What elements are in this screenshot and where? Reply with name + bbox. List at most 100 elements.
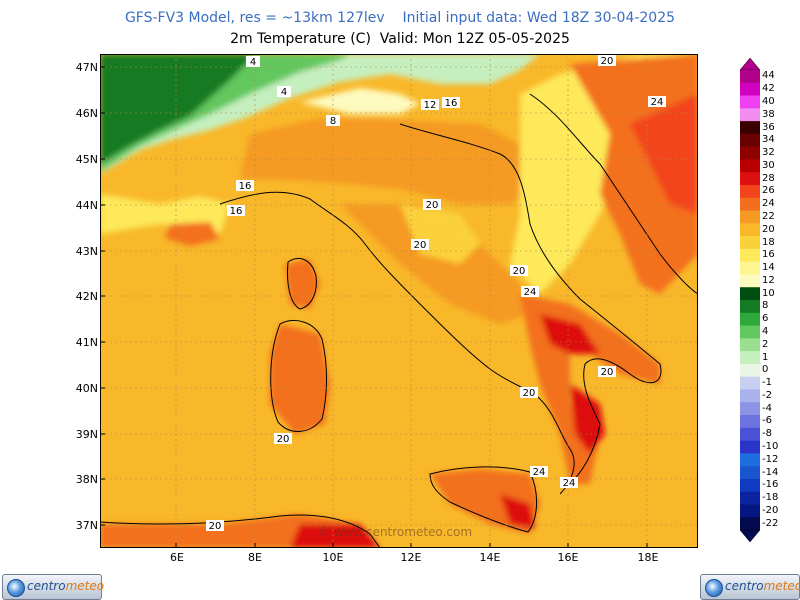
colorbar-top-arrow (740, 58, 760, 71)
colorbar-swatch (740, 351, 760, 365)
contour-label: 24 (521, 286, 539, 298)
colorbar-label: 26 (762, 185, 775, 197)
colorbar-label: -12 (762, 453, 779, 465)
colorbar-bottom-arrow (740, 529, 760, 542)
colorbar-label: 42 (762, 83, 775, 95)
colorbar-swatch (740, 274, 760, 288)
sardinia-zone (270, 324, 330, 434)
italy-west-coast (219, 191, 575, 495)
map-frame (100, 54, 698, 548)
colorbar-label: 0 (762, 364, 769, 376)
contour-label: 20 (510, 265, 528, 277)
lat-label: 43N (75, 245, 98, 258)
lat-label: 45N (75, 153, 98, 166)
lon-label: 12E (400, 551, 422, 564)
colorbar-swatch (740, 504, 760, 518)
colorbar-swatch (740, 185, 760, 199)
centrometeo-logo-right: centrometeo (700, 574, 800, 600)
colorbar-swatch (740, 427, 760, 441)
colorbar-swatch (740, 389, 760, 403)
central-italy-zone (340, 204, 530, 324)
svg-text:4: 4 (281, 87, 287, 98)
colorbar-swatch (740, 440, 760, 454)
colorbar-label: 44 (762, 70, 775, 82)
calabria-hot-zone (570, 384, 605, 454)
svg-text:24: 24 (651, 97, 664, 108)
colorbar-label: 1 (762, 351, 769, 363)
svg-text:4: 4 (250, 57, 256, 68)
lat-label: 44N (75, 199, 98, 212)
contour-label: 8 (326, 115, 340, 127)
puglia-hot-zone (540, 314, 600, 354)
colorbar-swatch (740, 133, 760, 147)
svg-text:20: 20 (209, 521, 222, 532)
svg-text:24: 24 (533, 467, 546, 478)
graticule (100, 54, 698, 548)
colorbar-label: 16 (762, 249, 775, 261)
africa-coast (100, 514, 381, 548)
contour-label: 20 (520, 387, 538, 399)
colorbar-label: 32 (762, 147, 775, 159)
lon-label: 18E (637, 551, 659, 564)
colorbar-label: 6 (762, 313, 769, 325)
po-valley-zone (240, 118, 540, 204)
contour-label: 12 (421, 99, 439, 111)
colorbar-swatch (740, 466, 760, 480)
corsica-coast (287, 258, 317, 310)
colorbar-label: 30 (762, 159, 775, 171)
colorbar-label: -14 (762, 466, 779, 478)
lat-label: 40N (75, 382, 98, 395)
colorbar-swatch (740, 70, 760, 84)
colorbar-label: -1 (762, 377, 772, 389)
contour-label: 20 (598, 55, 616, 67)
colorbar (740, 58, 760, 542)
colorbar-swatch (740, 453, 760, 467)
colorbar-swatch (740, 82, 760, 96)
colorbar-swatch (740, 261, 760, 275)
svg-text:20: 20 (601, 56, 614, 67)
colorbar-label: 8 (762, 300, 769, 312)
colorbar-swatch (740, 312, 760, 326)
logo-text: centrometeo (27, 579, 105, 593)
svg-text:16: 16 (230, 206, 243, 217)
svg-text:16: 16 (239, 181, 252, 192)
colorbar-label: -10 (762, 440, 779, 452)
colorbar-label: -18 (762, 492, 779, 504)
svg-text:24: 24 (524, 287, 537, 298)
colorbar-swatch (740, 121, 760, 135)
colorbar-swatch (740, 517, 760, 531)
contour-label: 16 (442, 97, 460, 109)
colorbar-label: 22 (762, 210, 775, 222)
model-title: GFS-FV3 Model, res = ~13km 127lev Initia… (124, 10, 676, 26)
contour-label: 4 (246, 56, 260, 68)
sardinia-coast (270, 320, 327, 432)
colorbar-label: 2 (762, 338, 769, 350)
colorbar-label: 36 (762, 121, 775, 133)
colorbar-label: 24 (762, 198, 775, 210)
colorbar-label: 20 (762, 223, 775, 235)
temperature-map: 4 4 8 12 16 20 24 16 16 20 20 20 24 20 2… (100, 54, 698, 548)
balkan-coast (529, 93, 698, 295)
svg-text:20: 20 (414, 240, 427, 251)
colorbar-label: 14 (762, 262, 775, 274)
lat-label: 42N (75, 290, 98, 303)
globe-icon (7, 579, 25, 597)
svg-text:12: 12 (424, 100, 437, 111)
colorbar-swatch (740, 325, 760, 339)
colorbar-label: -22 (762, 517, 779, 529)
contour-label: 24 (648, 96, 666, 108)
lat-label: 37N (75, 519, 98, 532)
colorbar-swatch (740, 338, 760, 352)
globe-icon (705, 579, 723, 597)
field-title: 2m Temperature (C) Valid: Mon 12Z 05-05-… (230, 31, 570, 47)
alps-dark-zone (100, 54, 250, 164)
colorbar-swatch (740, 159, 760, 173)
logo-text: centrometeo (725, 579, 800, 593)
colorbar-swatch (740, 363, 760, 377)
colorbar-label: -8 (762, 428, 772, 440)
colorbar-swatch (740, 210, 760, 224)
contour-label: 20 (206, 520, 224, 532)
africa-hot-zone (290, 524, 380, 548)
colorbar-label: 38 (762, 108, 775, 120)
colorbar-label: -6 (762, 415, 772, 427)
